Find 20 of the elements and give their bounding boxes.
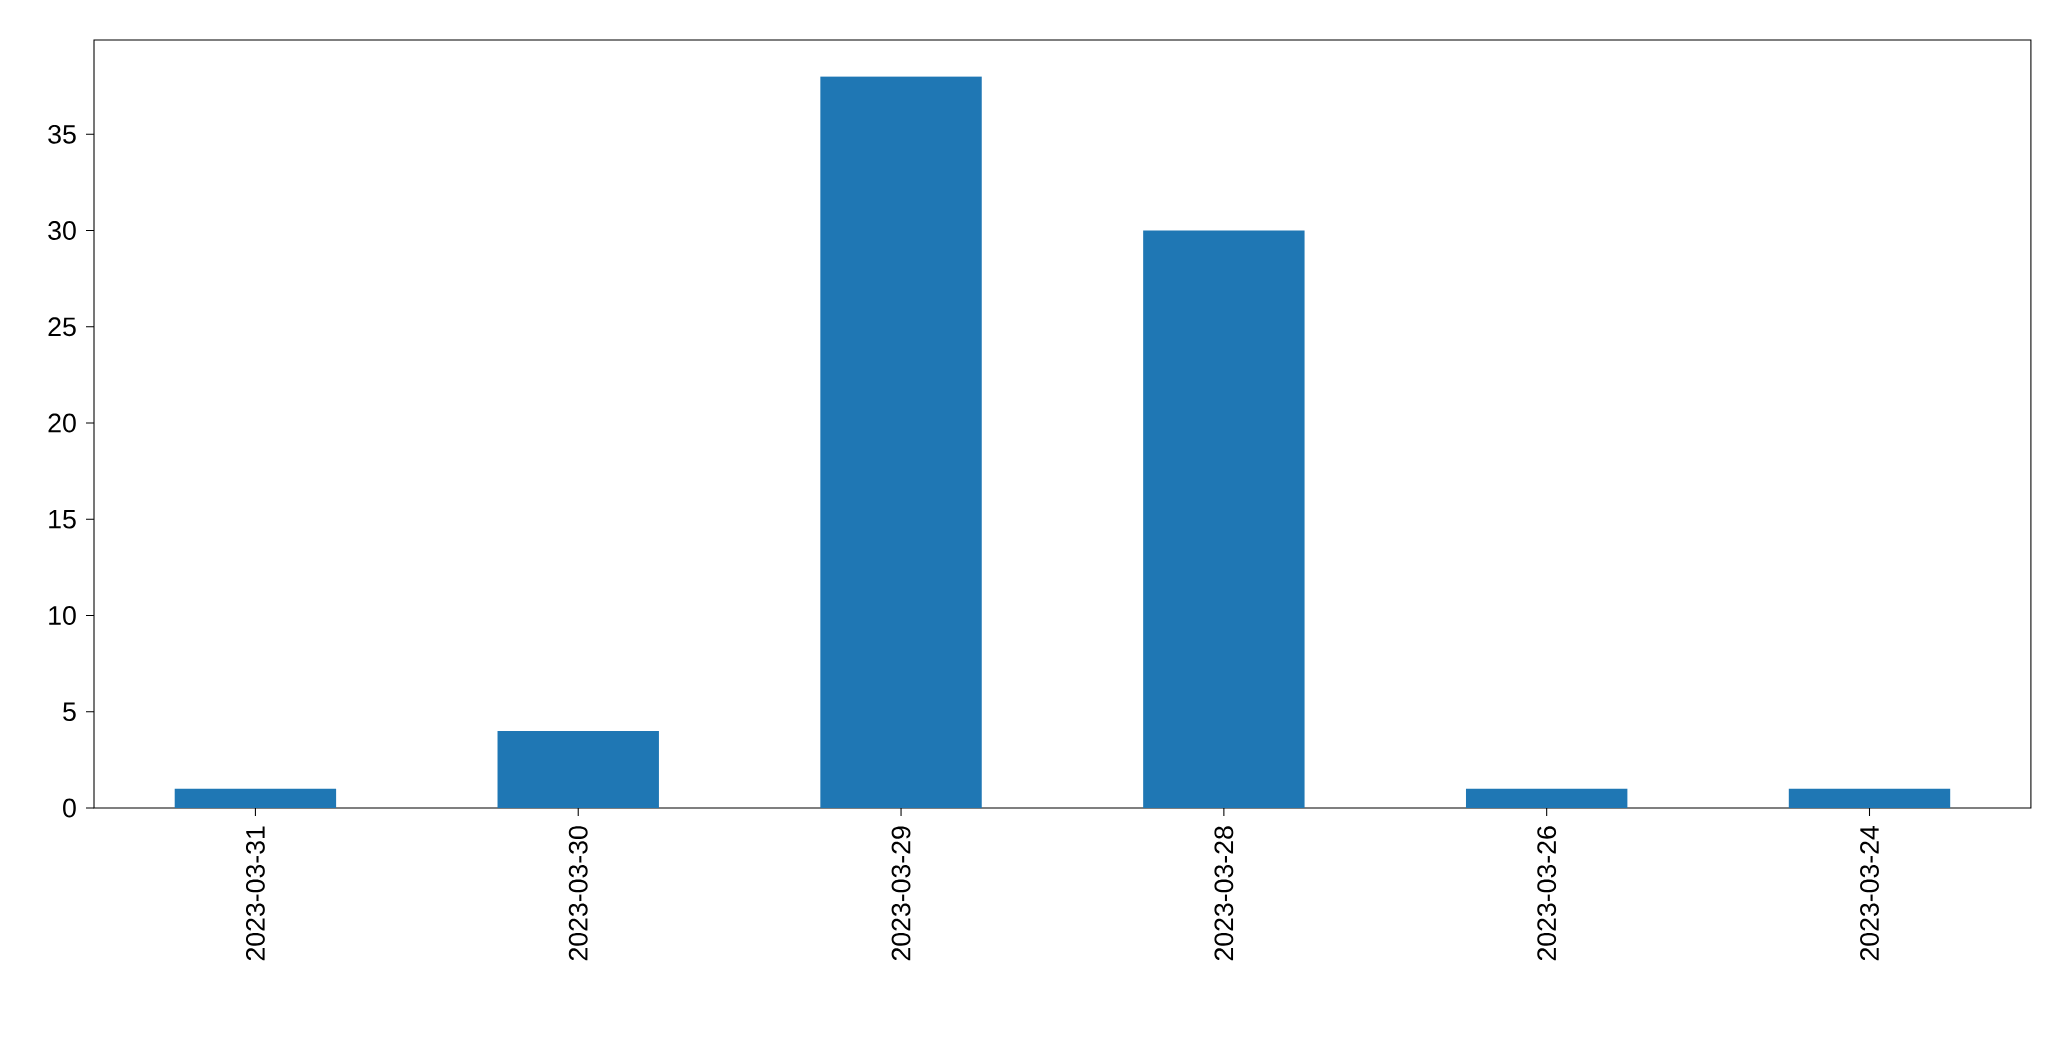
bar bbox=[820, 76, 982, 808]
y-tick-label: 30 bbox=[48, 221, 76, 240]
y-tick-label: 5 bbox=[63, 702, 76, 722]
x-tick-label: 2023-03-31 bbox=[245, 826, 265, 961]
x-tick-label: 2023-03-30 bbox=[568, 826, 588, 961]
bar bbox=[1788, 788, 1951, 808]
y-tick-label: 10 bbox=[49, 606, 76, 625]
bar bbox=[1143, 230, 1305, 808]
bar bbox=[1465, 788, 1628, 808]
x-tick-label: 2023-03-24 bbox=[1860, 825, 1879, 961]
y-tick-label: 15 bbox=[49, 509, 76, 529]
x-tick-label: 2023-03-28 bbox=[1214, 826, 1234, 961]
y-tick-label: 35 bbox=[48, 124, 76, 144]
y-tick-label: 20 bbox=[48, 413, 76, 433]
x-tick-label: 2023-03-29 bbox=[891, 826, 911, 961]
bar bbox=[497, 731, 659, 808]
bar bbox=[174, 788, 337, 808]
y-tick-label: 0 bbox=[63, 798, 76, 818]
x-tick-label: 2023-03-26 bbox=[1537, 826, 1557, 961]
y-tick-label: 25 bbox=[48, 317, 76, 337]
